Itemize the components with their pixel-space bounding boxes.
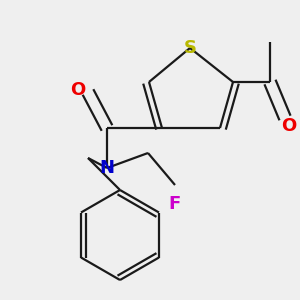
Text: O: O xyxy=(70,81,86,99)
Text: F: F xyxy=(168,194,181,212)
Text: N: N xyxy=(100,159,115,177)
Text: S: S xyxy=(184,39,196,57)
Text: O: O xyxy=(281,117,297,135)
